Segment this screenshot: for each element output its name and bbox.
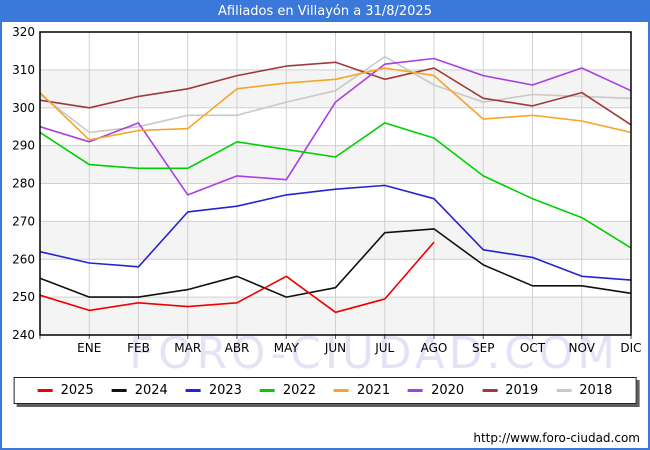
legend-item-2025: 2025 xyxy=(37,383,94,398)
x-axis-label: AGO xyxy=(421,341,448,355)
legend-label: 2024 xyxy=(134,383,168,398)
y-axis-label: 290 xyxy=(12,139,35,153)
series-line-2022 xyxy=(39,122,632,249)
legend-item-2021: 2021 xyxy=(334,383,390,398)
legend-label: 2023 xyxy=(208,383,242,398)
legend: 2025 2024 2023 2022 2021 2020 2019 2018 xyxy=(13,377,637,404)
series-line-2020 xyxy=(39,57,632,196)
chart-title: Afiliados en Villayón a 31/8/2025 xyxy=(2,2,648,22)
series-line-2023 xyxy=(39,184,632,281)
y-axis-label: 240 xyxy=(12,328,35,342)
footer-url: http://www.foro-ciudad.com xyxy=(473,431,640,445)
series-line-2025 xyxy=(39,241,435,314)
y-axis-label: 250 xyxy=(12,290,35,304)
legend-label: 2019 xyxy=(505,383,539,398)
y-axis-label: 320 xyxy=(12,25,35,39)
legend-label: 2022 xyxy=(282,383,316,398)
legend-label: 2018 xyxy=(579,383,613,398)
x-axis-label: NOV xyxy=(569,341,596,355)
legend-item-2018: 2018 xyxy=(556,383,612,398)
y-axis-label: 280 xyxy=(12,177,35,191)
legend-swatch-2020 xyxy=(408,389,424,392)
x-axis-label: MAY xyxy=(274,341,300,355)
series-line-2021 xyxy=(39,67,632,141)
legend-swatch-2021 xyxy=(334,389,349,392)
x-axis-label: MAR xyxy=(174,341,201,355)
y-axis-label: 300 xyxy=(12,101,35,115)
legend-swatch-2023 xyxy=(185,389,201,392)
x-axis-label: ENE xyxy=(77,341,101,355)
series-line-2024 xyxy=(39,228,632,298)
y-axis-label: 270 xyxy=(12,214,35,228)
x-axis-label: JUN xyxy=(324,341,346,355)
watermark-text: FORO-CIUDAD.COM xyxy=(129,328,619,379)
legend-swatch-2022 xyxy=(259,389,275,392)
y-axis-label: 310 xyxy=(12,63,35,77)
legend-swatch-2019 xyxy=(482,389,498,392)
legend-swatch-2025 xyxy=(37,389,53,392)
legend-item-2023: 2023 xyxy=(185,383,242,398)
plot-border xyxy=(39,31,632,336)
legend-label: 2021 xyxy=(357,383,391,398)
legend-label: 2020 xyxy=(431,383,465,398)
series-line-2018 xyxy=(39,55,632,134)
legend-item-2022: 2022 xyxy=(259,383,316,398)
x-axis-label: SEP xyxy=(472,341,494,355)
x-axis-label: FEB xyxy=(127,341,150,355)
legend-swatch-2018 xyxy=(556,389,572,392)
x-axis-label: DIC xyxy=(620,341,641,355)
legend-swatch-2024 xyxy=(111,389,127,392)
y-axis-label: 260 xyxy=(12,252,35,266)
legend-item-2019: 2019 xyxy=(482,383,538,398)
x-axis-label: ABR xyxy=(225,341,250,355)
legend-label: 2025 xyxy=(60,383,94,398)
series-line-2019 xyxy=(39,61,632,126)
legend-item-2020: 2020 xyxy=(408,383,464,398)
legend-item-2024: 2024 xyxy=(111,383,168,398)
x-axis-label: JUL xyxy=(374,341,394,355)
x-axis-label: OCT xyxy=(520,341,546,355)
